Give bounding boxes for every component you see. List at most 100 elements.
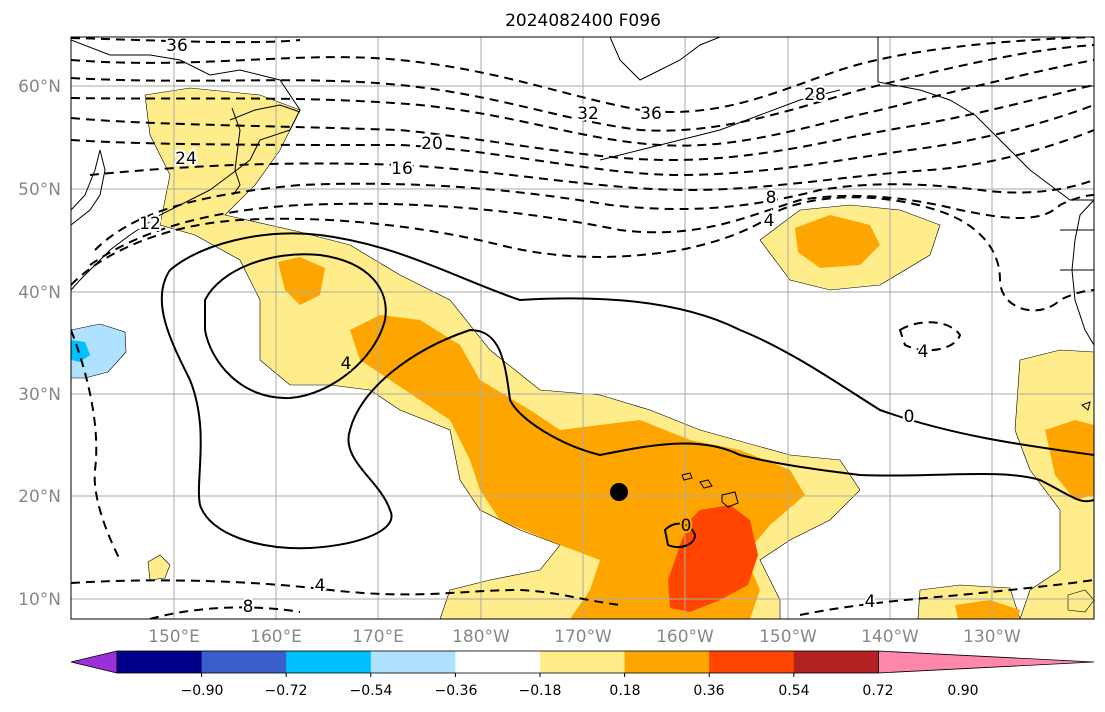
lat-label: 40°N xyxy=(18,283,61,303)
lat-label: 60°N xyxy=(18,77,61,97)
colorbar-segment xyxy=(286,651,372,673)
contour-4-south xyxy=(71,579,621,606)
contour-label: 0 xyxy=(681,516,692,536)
orange-region-north xyxy=(278,257,325,305)
colorbar-segment xyxy=(540,651,626,673)
contour-16 xyxy=(89,129,1094,192)
colorbar-tick-label: 0.36 xyxy=(693,683,724,699)
colorbar-tick-label: 0.90 xyxy=(947,683,978,699)
contour-label: 8 xyxy=(243,597,254,617)
contour-label: 4 xyxy=(918,342,929,362)
lon-label: 130°W xyxy=(963,627,1021,647)
colorbar-tick-label: −0.36 xyxy=(435,683,478,699)
contour-label: 16 xyxy=(391,159,413,179)
contour-4-southeast xyxy=(799,579,1094,616)
aleutians xyxy=(599,89,841,161)
lon-label: 150°E xyxy=(148,627,200,647)
alaska-north xyxy=(609,37,721,81)
solid-contours xyxy=(160,232,1094,550)
contour-label: 28 xyxy=(804,85,826,105)
hawaii-2 xyxy=(699,479,713,489)
contour-label: 4 xyxy=(315,576,326,596)
lat-label: 10°N xyxy=(18,590,61,610)
colorbar-tick-label: 0.18 xyxy=(609,683,640,699)
contour-label: 12 xyxy=(139,214,161,234)
contour-0-small xyxy=(663,522,697,548)
contour-label: 24 xyxy=(175,149,197,169)
contour-label: 36 xyxy=(166,36,188,56)
figure-title: 2024082400 F096 xyxy=(505,11,661,31)
contour-4-left xyxy=(71,329,121,561)
contour-8 xyxy=(89,194,1094,266)
map-area: 36 32 36 28 24 20 16 12 8 4 4 0 0 4 4 8 … xyxy=(71,36,1094,619)
contour-label: 36 xyxy=(640,104,662,124)
colorbar-segment xyxy=(370,651,456,673)
contour-label: 8 xyxy=(766,188,777,208)
colorbar-tick-label: −0.90 xyxy=(181,683,224,699)
colorbar-tick-label: 0.72 xyxy=(862,683,893,699)
contour-0-big xyxy=(169,232,1094,456)
contour-24 xyxy=(71,84,1094,162)
lon-label: 180°W xyxy=(452,627,510,647)
longitude-labels: 150°E 160°E 170°E 180°W 170°W 160°W 150°… xyxy=(148,627,1021,647)
colorbar-segment xyxy=(455,651,541,673)
contour-4-north xyxy=(71,196,1094,312)
contour-labels: 36 32 36 28 24 20 16 12 8 4 4 0 0 4 4 8 … xyxy=(137,36,930,619)
contour-12 xyxy=(94,179,1094,251)
lat-label: 50°N xyxy=(18,180,61,200)
yellow-region-bottom-dot xyxy=(1067,589,1094,613)
redorange-region xyxy=(668,505,758,612)
colorbar-segment xyxy=(709,651,795,673)
contour-label: 4 xyxy=(341,354,352,374)
contour-0-loop-left xyxy=(160,269,1094,550)
us-border xyxy=(1060,229,1094,271)
contour-4-loop xyxy=(204,253,387,400)
colorbar-tick-label: 0.54 xyxy=(778,683,809,699)
blue-region xyxy=(71,323,127,379)
lon-label: 160°W xyxy=(656,627,714,647)
contour-label: 4 xyxy=(764,211,775,231)
hawaii-1 xyxy=(681,472,693,481)
dashed-contours xyxy=(71,37,1094,619)
orange-region-right xyxy=(1045,420,1094,500)
lon-label: 170°W xyxy=(554,627,612,647)
colorbar-frame xyxy=(116,650,879,674)
colorbar-extend-high xyxy=(878,650,1095,674)
kamchatka xyxy=(229,104,301,121)
contour-20 xyxy=(71,104,1094,177)
hawaii-3 xyxy=(721,491,739,508)
lon-label: 160°E xyxy=(250,627,302,647)
contour-label: 4 xyxy=(865,592,876,612)
orange-region-east xyxy=(795,215,880,268)
latitude-labels: 60°N 50°N 40°N 30°N 20°N 10°N xyxy=(18,77,61,610)
yellow-region-right xyxy=(1014,349,1094,619)
lon-label: 170°E xyxy=(352,627,404,647)
colorbar-extend-low xyxy=(70,650,118,674)
colorbar xyxy=(70,650,1095,677)
contour-8-south xyxy=(149,606,301,619)
contour-label: 0 xyxy=(904,407,915,427)
contour-neg4-east xyxy=(898,321,962,352)
lon-label: 150°W xyxy=(759,627,817,647)
colorbar-segment xyxy=(793,651,879,673)
storm-center-marker xyxy=(610,483,628,501)
lat-label: 20°N xyxy=(18,487,61,507)
colorbar-tick-label: −0.18 xyxy=(519,683,562,699)
colorbar-tick-label: −0.54 xyxy=(350,683,393,699)
sakhalin xyxy=(231,107,241,196)
japan xyxy=(71,149,106,226)
colorbar-tick-label: −0.72 xyxy=(265,683,308,699)
colorbar-segment xyxy=(624,651,710,673)
orange-region-bottom-right xyxy=(955,600,1020,619)
yellow-region-small xyxy=(147,554,171,581)
colorbar-tick-labels: −0.90 −0.72 −0.54 −0.36 −0.18 0.18 0.36 … xyxy=(181,683,979,699)
contour-36-top xyxy=(71,37,301,44)
contour-upper-3 xyxy=(71,59,1094,147)
map-frame xyxy=(70,36,1095,620)
contour-label: 20 xyxy=(421,134,443,154)
contour-label: 32 xyxy=(577,104,599,124)
colorbar-segment xyxy=(201,651,287,673)
island-right xyxy=(1081,401,1091,411)
colorbar-segment xyxy=(117,651,203,673)
